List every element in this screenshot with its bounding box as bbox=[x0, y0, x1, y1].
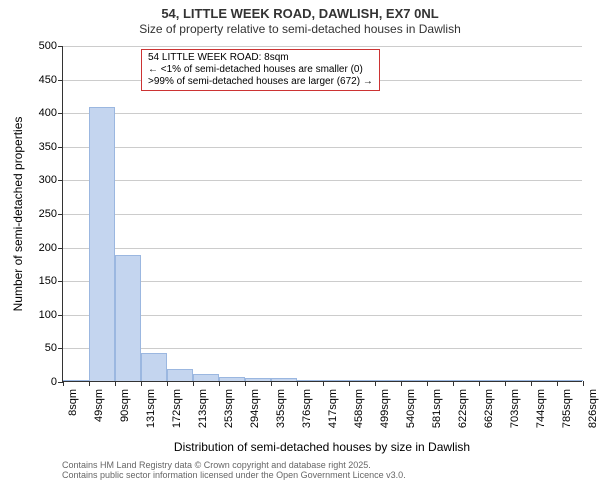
attribution-footer: Contains HM Land Registry data © Crown c… bbox=[62, 460, 406, 481]
grid-line bbox=[63, 147, 582, 148]
x-tick-mark bbox=[531, 381, 532, 386]
x-tick-mark bbox=[401, 381, 402, 386]
x-tick-label: 131sqm bbox=[145, 389, 157, 428]
annotation-box: 54 LITTLE WEEK ROAD: 8sqm← <1% of semi-d… bbox=[141, 49, 380, 91]
histogram-bar bbox=[63, 380, 89, 381]
x-tick-mark bbox=[89, 381, 90, 386]
histogram-bar bbox=[219, 377, 245, 381]
histogram-bar bbox=[141, 353, 167, 381]
annotation-line-3: >99% of semi-detached houses are larger … bbox=[148, 76, 373, 88]
x-tick-label: 335sqm bbox=[275, 389, 287, 428]
x-tick-label: 581sqm bbox=[431, 389, 443, 428]
y-tick-label: 250 bbox=[39, 208, 63, 220]
histogram-bar bbox=[167, 369, 193, 381]
x-tick-label: 499sqm bbox=[379, 389, 391, 428]
footer-line-2: Contains public sector information licen… bbox=[62, 470, 406, 480]
histogram-bar bbox=[349, 380, 375, 381]
x-tick-label: 90sqm bbox=[119, 389, 131, 422]
x-tick-label: 376sqm bbox=[301, 389, 313, 428]
x-tick-mark bbox=[167, 381, 168, 386]
x-tick-label: 49sqm bbox=[93, 389, 105, 422]
y-tick-label: 0 bbox=[51, 376, 63, 388]
grid-line bbox=[63, 113, 582, 114]
histogram-bar bbox=[375, 380, 401, 381]
x-tick-label: 213sqm bbox=[197, 389, 209, 428]
x-tick-mark bbox=[349, 381, 350, 386]
x-tick-mark bbox=[245, 381, 246, 386]
x-tick-label: 540sqm bbox=[405, 389, 417, 428]
histogram-bar bbox=[557, 380, 583, 381]
histogram-bar bbox=[115, 255, 141, 381]
subtitle-text: Size of property relative to semi-detach… bbox=[139, 22, 461, 36]
x-tick-label: 744sqm bbox=[535, 389, 547, 428]
x-tick-mark bbox=[505, 381, 506, 386]
x-tick-mark bbox=[219, 381, 220, 386]
x-tick-label: 294sqm bbox=[249, 389, 261, 428]
histogram-bar bbox=[193, 374, 219, 381]
histogram-bar bbox=[401, 380, 427, 381]
grid-line bbox=[63, 248, 582, 249]
histogram-bar bbox=[323, 380, 349, 381]
x-tick-mark bbox=[583, 381, 584, 386]
y-tick-label: 450 bbox=[39, 74, 63, 86]
x-tick-mark bbox=[193, 381, 194, 386]
x-tick-mark bbox=[557, 381, 558, 386]
y-tick-label: 400 bbox=[39, 107, 63, 119]
x-tick-mark bbox=[323, 381, 324, 386]
y-tick-label: 500 bbox=[39, 40, 63, 52]
annotation-line-1: 54 LITTLE WEEK ROAD: 8sqm bbox=[148, 52, 373, 64]
y-tick-label: 150 bbox=[39, 275, 63, 287]
histogram-bar bbox=[427, 380, 453, 381]
x-tick-label: 458sqm bbox=[353, 389, 365, 428]
histogram-bar bbox=[89, 107, 115, 381]
x-tick-mark bbox=[479, 381, 480, 386]
x-tick-label: 8sqm bbox=[67, 389, 79, 416]
histogram-bar bbox=[531, 380, 557, 381]
x-tick-label: 172sqm bbox=[171, 389, 183, 428]
histogram-bar bbox=[271, 378, 297, 381]
x-tick-mark bbox=[427, 381, 428, 386]
x-tick-mark bbox=[271, 381, 272, 386]
chart-subtitle: Size of property relative to semi-detach… bbox=[0, 22, 600, 36]
x-tick-mark bbox=[453, 381, 454, 386]
x-tick-mark bbox=[375, 381, 376, 386]
plot-area: 0501001502002503003504004505008sqm49sqm9… bbox=[62, 46, 582, 382]
y-axis-label: Number of semi-detached properties bbox=[11, 117, 25, 312]
histogram-bar bbox=[505, 380, 531, 381]
x-tick-label: 253sqm bbox=[223, 389, 235, 428]
x-axis-label: Distribution of semi-detached houses by … bbox=[174, 440, 470, 454]
y-tick-label: 350 bbox=[39, 141, 63, 153]
histogram-bar bbox=[245, 378, 271, 381]
y-tick-label: 200 bbox=[39, 242, 63, 254]
x-tick-mark bbox=[297, 381, 298, 386]
x-tick-label: 622sqm bbox=[457, 389, 469, 428]
x-tick-label: 703sqm bbox=[509, 389, 521, 428]
chart-title: 54, LITTLE WEEK ROAD, DAWLISH, EX7 0NL bbox=[0, 0, 600, 22]
y-tick-label: 50 bbox=[45, 342, 63, 354]
grid-line bbox=[63, 46, 582, 47]
x-tick-label: 785sqm bbox=[561, 389, 573, 428]
chart-container: 54, LITTLE WEEK ROAD, DAWLISH, EX7 0NL S… bbox=[0, 0, 600, 500]
x-tick-mark bbox=[63, 381, 64, 386]
grid-line bbox=[63, 214, 582, 215]
annotation-line-2: ← <1% of semi-detached houses are smalle… bbox=[148, 64, 373, 76]
histogram-bar bbox=[479, 380, 505, 381]
grid-line bbox=[63, 180, 582, 181]
x-tick-mark bbox=[141, 381, 142, 386]
x-tick-label: 826sqm bbox=[587, 389, 599, 428]
title-text: 54, LITTLE WEEK ROAD, DAWLISH, EX7 0NL bbox=[161, 6, 438, 21]
y-tick-label: 100 bbox=[39, 309, 63, 321]
footer-line-1: Contains HM Land Registry data © Crown c… bbox=[62, 460, 406, 470]
x-tick-label: 417sqm bbox=[327, 389, 339, 428]
histogram-bar bbox=[297, 380, 323, 381]
histogram-bar bbox=[453, 380, 479, 381]
x-tick-label: 662sqm bbox=[483, 389, 495, 428]
x-tick-mark bbox=[115, 381, 116, 386]
y-tick-label: 300 bbox=[39, 174, 63, 186]
